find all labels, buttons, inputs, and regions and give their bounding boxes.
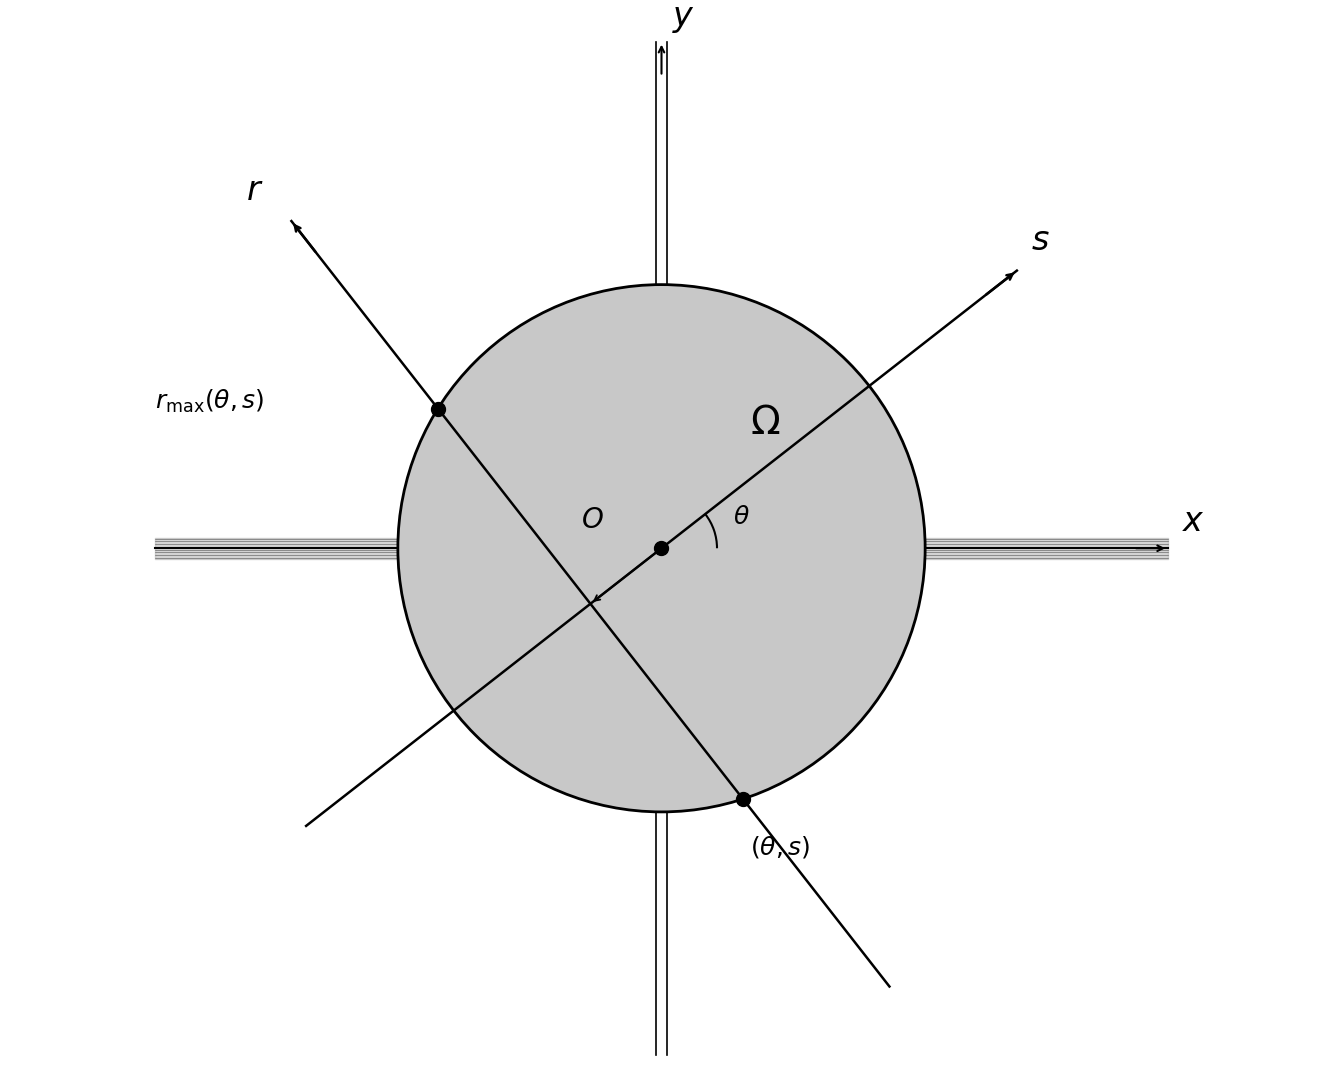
Text: $\mathit{\theta}$: $\mathit{\theta}$ (733, 506, 750, 529)
Text: $(\theta, s)$: $(\theta, s)$ (750, 834, 811, 859)
Text: $\mathit{O}$: $\mathit{O}$ (581, 507, 603, 534)
Text: $\mathit{\Omega}$: $\mathit{\Omega}$ (750, 404, 781, 442)
Text: $\mathit{r}_{\max}(\theta, s)$: $\mathit{r}_{\max}(\theta, s)$ (155, 388, 265, 415)
Text: $\mathit{y}$: $\mathit{y}$ (672, 3, 695, 35)
Text: $\mathit{s}$: $\mathit{s}$ (1031, 225, 1049, 257)
Text: $\mathit{x}$: $\mathit{x}$ (1181, 506, 1205, 538)
Text: $\mathit{r}$: $\mathit{r}$ (246, 175, 263, 208)
Circle shape (398, 285, 925, 812)
